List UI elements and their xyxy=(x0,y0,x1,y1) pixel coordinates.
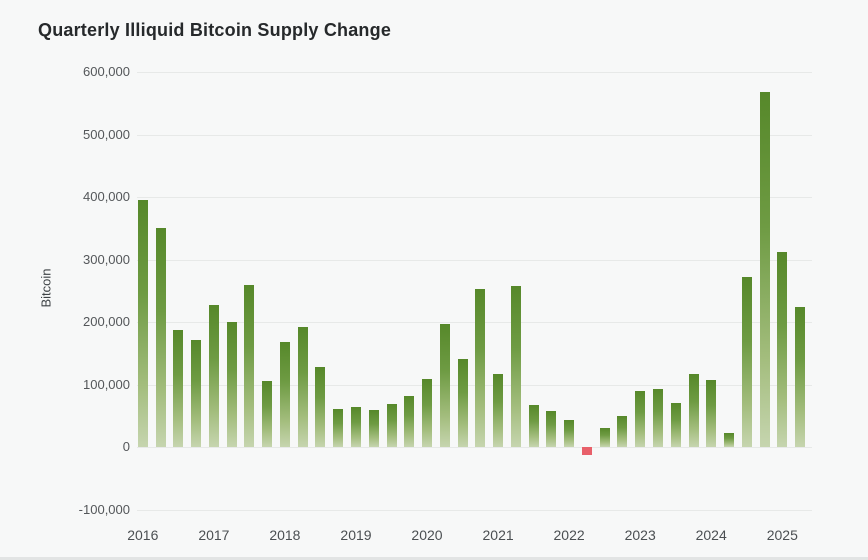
bar-2016-q3[interactable] xyxy=(173,330,184,448)
bar-2020-q4[interactable] xyxy=(475,289,486,448)
bar-2018-q1[interactable] xyxy=(279,342,290,448)
x-tick-label: 2025 xyxy=(766,527,798,543)
y-axis-title: Bitcoin xyxy=(38,268,54,308)
y-tick-label: 500,000 xyxy=(83,126,130,142)
gridline xyxy=(137,322,812,324)
bar-2021-q2[interactable] xyxy=(510,286,521,448)
gridline xyxy=(137,510,812,511)
bar-2021-q3[interactable] xyxy=(528,404,539,448)
bar-2020-q3[interactable] xyxy=(457,359,468,448)
bar-2016-q2[interactable] xyxy=(155,228,166,448)
chart-title: Quarterly Illiquid Bitcoin Supply Change xyxy=(38,20,392,40)
bar-2016-q1[interactable] xyxy=(137,199,148,448)
y-tick-label: 400,000 xyxy=(83,189,130,205)
x-tick-label: 2019 xyxy=(340,527,372,543)
x-tick-label: 2023 xyxy=(624,527,656,543)
x-tick-label: 2024 xyxy=(695,527,727,543)
bar-2023-q2[interactable] xyxy=(652,388,663,448)
bar-2025-q2[interactable] xyxy=(795,307,805,448)
bar-2022-q2[interactable] xyxy=(581,447,592,455)
bar-2025-q1[interactable] xyxy=(777,252,788,448)
gridline xyxy=(137,72,812,73)
bar-2019-q3[interactable] xyxy=(386,403,397,448)
x-tick-label: 2020 xyxy=(411,527,443,543)
bar-2019-q2[interactable] xyxy=(368,409,379,448)
bar-2018-q4[interactable] xyxy=(333,408,344,448)
bar-2024-q1[interactable] xyxy=(706,379,717,448)
y-tick-label: 100,000 xyxy=(83,376,130,392)
bar-2017-q1[interactable] xyxy=(208,305,219,448)
bar-2017-q3[interactable] xyxy=(244,284,255,448)
bar-2023-q1[interactable] xyxy=(635,390,646,448)
bar-2017-q2[interactable] xyxy=(226,321,237,448)
bottom-divider xyxy=(0,557,868,560)
gridline xyxy=(137,259,812,261)
bar-2023-q4[interactable] xyxy=(688,373,699,448)
bar-2018-q3[interactable] xyxy=(315,367,326,448)
gridline xyxy=(137,197,812,199)
bar-2017-q4[interactable] xyxy=(262,381,273,448)
bar-2022-q1[interactable] xyxy=(564,419,575,448)
bar-2023-q3[interactable] xyxy=(670,403,681,448)
bar-2019-q1[interactable] xyxy=(351,406,361,448)
x-tick-label: 2016 xyxy=(127,527,159,543)
bar-2020-q1[interactable] xyxy=(422,378,432,448)
bar-2016-q4[interactable] xyxy=(191,340,202,448)
bar-2024-q4[interactable] xyxy=(759,92,770,448)
bar-2021-q4[interactable] xyxy=(546,411,557,448)
x-tick-label: 2021 xyxy=(482,527,514,543)
y-tick-label: 200,000 xyxy=(83,314,130,330)
y-tick-label: -100,000 xyxy=(78,502,130,517)
bar-2021-q1[interactable] xyxy=(493,373,504,448)
bar-2022-q4[interactable] xyxy=(617,416,628,448)
gridline xyxy=(137,134,812,136)
y-tick-label: 600,000 xyxy=(83,64,130,79)
bar-2024-q3[interactable] xyxy=(741,277,752,448)
y-tick-label: 300,000 xyxy=(83,251,130,267)
x-tick-label: 2018 xyxy=(269,527,301,543)
gridline xyxy=(137,447,812,449)
x-tick-label: 2022 xyxy=(553,527,585,543)
y-tick-label: 0 xyxy=(122,439,130,455)
bar-2022-q3[interactable] xyxy=(599,428,610,448)
bar-2019-q4[interactable] xyxy=(404,396,415,448)
bar-2024-q2[interactable] xyxy=(724,433,734,448)
plot-area xyxy=(137,72,812,511)
x-tick-label: 2017 xyxy=(198,527,230,543)
gridline xyxy=(137,384,812,386)
bar-2018-q2[interactable] xyxy=(297,327,308,448)
bar-2020-q2[interactable] xyxy=(439,324,450,448)
